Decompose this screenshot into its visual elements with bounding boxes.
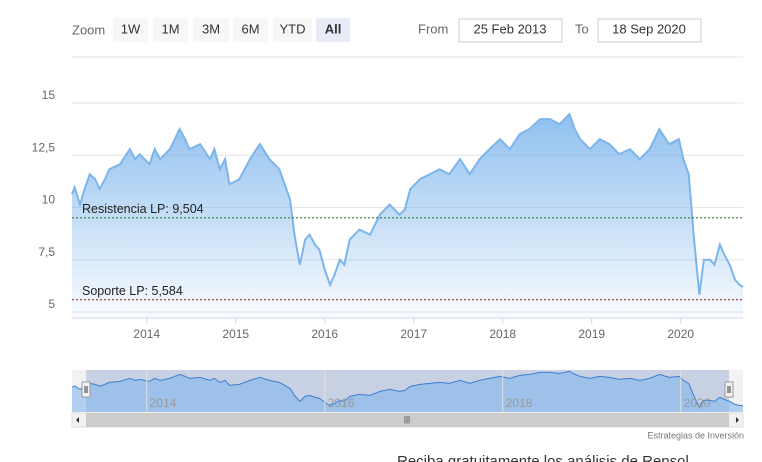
credit: Estrategias de Inversión xyxy=(647,430,744,440)
from-input[interactable] xyxy=(458,18,563,43)
scrollbar-thumb[interactable] xyxy=(86,413,729,427)
y-tick-label: 10 xyxy=(42,193,56,207)
y-tick-label: 7,5 xyxy=(38,245,55,259)
zoom-label: Zoom xyxy=(72,22,105,37)
zoom-button[interactable] xyxy=(153,18,188,42)
to-input[interactable] xyxy=(597,18,702,43)
zoom-button-label[interactable]: 3M xyxy=(202,21,220,36)
navigator-tick-label: 2018 xyxy=(506,396,533,410)
x-tick-label: 2020 xyxy=(667,327,694,341)
x-tick-label: 2019 xyxy=(578,327,605,341)
y-tick-label: 5 xyxy=(48,297,55,311)
navigator-area xyxy=(72,371,743,412)
from-label: From xyxy=(418,21,448,36)
navigator-tick-label: 2020 xyxy=(684,396,711,410)
navigator-line xyxy=(71,370,744,409)
area xyxy=(72,114,743,318)
scroll-right[interactable] xyxy=(736,417,739,423)
x-tick-label: 2016 xyxy=(311,327,338,341)
navigator-tick-label: 2014 xyxy=(150,396,177,410)
zoom-button[interactable] xyxy=(273,18,312,42)
footer-text: Reciba gratuitamente los análisis de Rep… xyxy=(397,453,689,462)
x-tick-label: 2014 xyxy=(133,327,160,341)
plot-line-label: Resistencia LP: 9,504 xyxy=(82,202,204,216)
to-label: To xyxy=(575,21,589,36)
from-value[interactable]: 25 Feb 2013 xyxy=(473,21,546,36)
scrollbar-grip: ||| xyxy=(404,415,410,424)
scroll-left[interactable] xyxy=(76,417,79,423)
zoom-button[interactable] xyxy=(316,18,350,42)
zoom-button[interactable] xyxy=(233,18,268,42)
zoom-button-label[interactable]: All xyxy=(325,21,342,36)
zoom-button[interactable] xyxy=(193,18,229,42)
y-tick-label: 12,5 xyxy=(32,140,56,154)
zoom-button[interactable] xyxy=(113,18,148,42)
navigator-handle[interactable] xyxy=(724,381,734,398)
plot-line-label: Soporte LP: 5,584 xyxy=(82,284,183,298)
navigator-handle-grip xyxy=(84,386,88,393)
y-tick-label: 15 xyxy=(42,88,56,102)
navigator-tick-label: 2016 xyxy=(328,396,355,410)
navigator-handle-grip xyxy=(727,386,731,393)
zoom-button-label[interactable]: YTD xyxy=(280,21,306,36)
zoom-button-label[interactable]: 1W xyxy=(121,21,141,36)
to-value[interactable]: 18 Sep 2020 xyxy=(612,21,686,36)
zoom-button-label[interactable]: 1M xyxy=(161,21,179,36)
x-tick-label: 2017 xyxy=(400,327,427,341)
navigator-handle[interactable] xyxy=(81,381,91,398)
zoom-button-label[interactable]: 6M xyxy=(241,21,259,36)
x-tick-label: 2018 xyxy=(489,327,516,341)
line xyxy=(71,112,744,295)
x-tick-label: 2015 xyxy=(222,327,249,341)
